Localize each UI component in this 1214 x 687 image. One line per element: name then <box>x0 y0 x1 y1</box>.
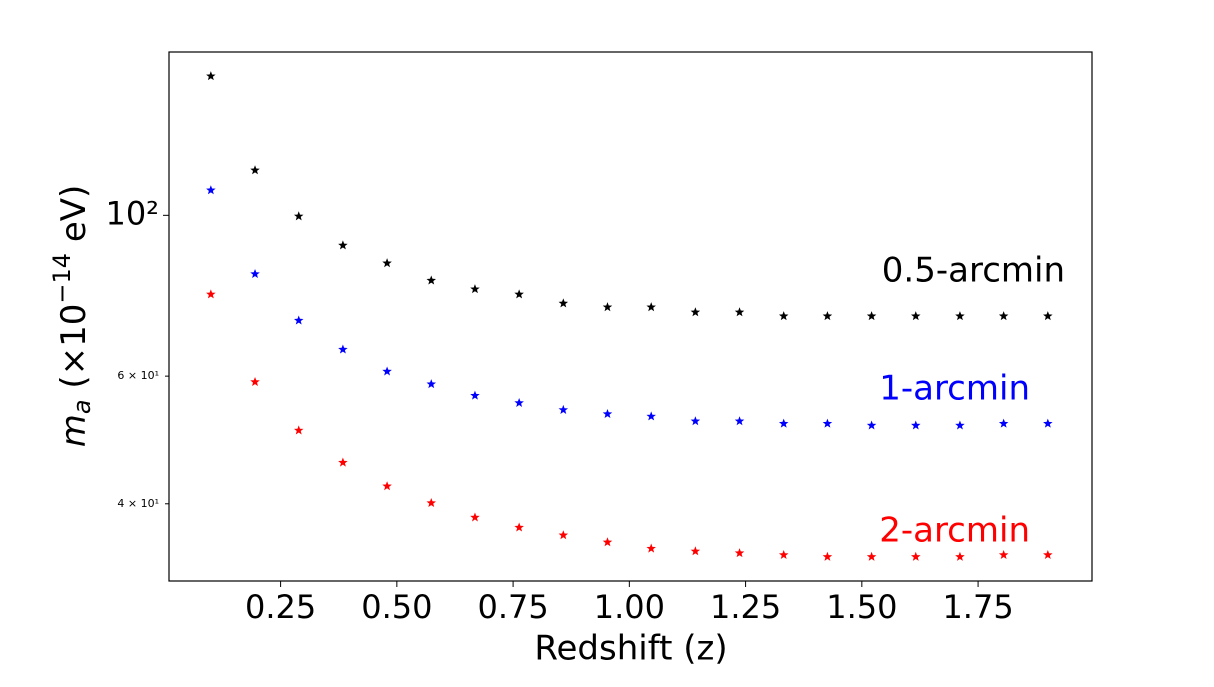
star-marker <box>426 275 437 285</box>
star-marker <box>822 418 833 428</box>
star-marker <box>866 420 877 430</box>
y-label-text: (×10 <box>54 304 94 400</box>
star-marker <box>998 418 1009 428</box>
star-marker <box>911 420 921 430</box>
star-marker <box>955 311 965 321</box>
y-label-subscript: a <box>68 399 96 414</box>
star-marker <box>514 522 524 532</box>
star-marker <box>690 307 701 317</box>
star-marker <box>866 551 877 561</box>
star-marker <box>470 284 480 294</box>
star-marker <box>514 289 524 299</box>
star-marker <box>250 376 260 387</box>
x-tick-label: 0.75 <box>477 588 548 626</box>
star-marker <box>734 548 745 558</box>
star-marker <box>734 416 745 426</box>
star-marker <box>646 543 656 553</box>
star-marker <box>822 311 833 321</box>
star-marker <box>514 397 524 408</box>
x-tick-label: 0.25 <box>245 588 316 626</box>
star-marker <box>426 498 437 508</box>
x-axis-label: Redshift (z) <box>534 629 727 669</box>
star-marker <box>558 530 569 540</box>
series-label: 1-arcmin <box>879 369 1030 409</box>
star-marker <box>293 315 304 325</box>
star-marker <box>955 420 965 430</box>
star-marker <box>382 258 392 268</box>
star-marker <box>1043 311 1053 321</box>
y-label-exponent: −14 <box>48 253 76 304</box>
star-marker <box>778 549 789 559</box>
star-marker <box>911 311 921 321</box>
x-tick-label: 1.75 <box>942 588 1013 626</box>
star-marker <box>206 289 216 299</box>
star-marker <box>470 390 480 400</box>
star-marker <box>822 551 833 561</box>
star-marker <box>206 71 216 81</box>
x-tick-label: 1.50 <box>826 588 897 626</box>
star-marker <box>426 379 437 389</box>
star-marker <box>338 457 348 467</box>
x-tick-label: 0.50 <box>361 588 432 626</box>
y-tick-label: 10² <box>105 194 159 232</box>
star-marker <box>734 307 745 317</box>
star-marker <box>293 211 304 221</box>
star-marker <box>558 404 569 414</box>
star-marker <box>250 165 260 175</box>
x-tick-label: 1.00 <box>594 588 665 626</box>
star-marker <box>646 302 656 312</box>
star-marker <box>778 418 789 428</box>
star-marker <box>690 416 701 426</box>
x-tick-label: 1.25 <box>710 588 781 626</box>
y-axis-label: ma (×10−14 eV) <box>48 185 96 448</box>
star-marker <box>382 366 392 376</box>
star-marker <box>911 551 921 561</box>
star-marker <box>382 481 392 491</box>
star-marker <box>602 409 613 419</box>
star-marker <box>293 425 304 435</box>
star-marker <box>1043 549 1053 559</box>
star-marker <box>690 546 701 556</box>
star-marker <box>470 512 480 522</box>
star-marker <box>338 344 348 354</box>
star-marker <box>955 551 965 561</box>
star-marker <box>206 185 216 195</box>
star-marker <box>646 411 656 421</box>
y-tick-label: 6 × 10¹ <box>117 369 159 382</box>
star-marker <box>250 268 260 279</box>
series-label: 0.5-arcmin <box>882 251 1065 291</box>
star-marker <box>1043 418 1053 428</box>
star-marker <box>998 311 1009 321</box>
star-marker <box>602 302 613 312</box>
y-tick-label: 4 × 10¹ <box>117 497 159 510</box>
star-marker <box>558 298 569 308</box>
star-marker <box>602 537 613 547</box>
series-label: 2-arcmin <box>879 511 1030 551</box>
plot-frame <box>168 51 1093 582</box>
y-label-symbol: m <box>54 414 94 447</box>
star-marker <box>338 240 348 250</box>
star-marker <box>778 311 789 321</box>
y-label-unit: eV) <box>54 185 94 253</box>
star-marker <box>998 549 1009 559</box>
star-marker <box>866 311 877 321</box>
